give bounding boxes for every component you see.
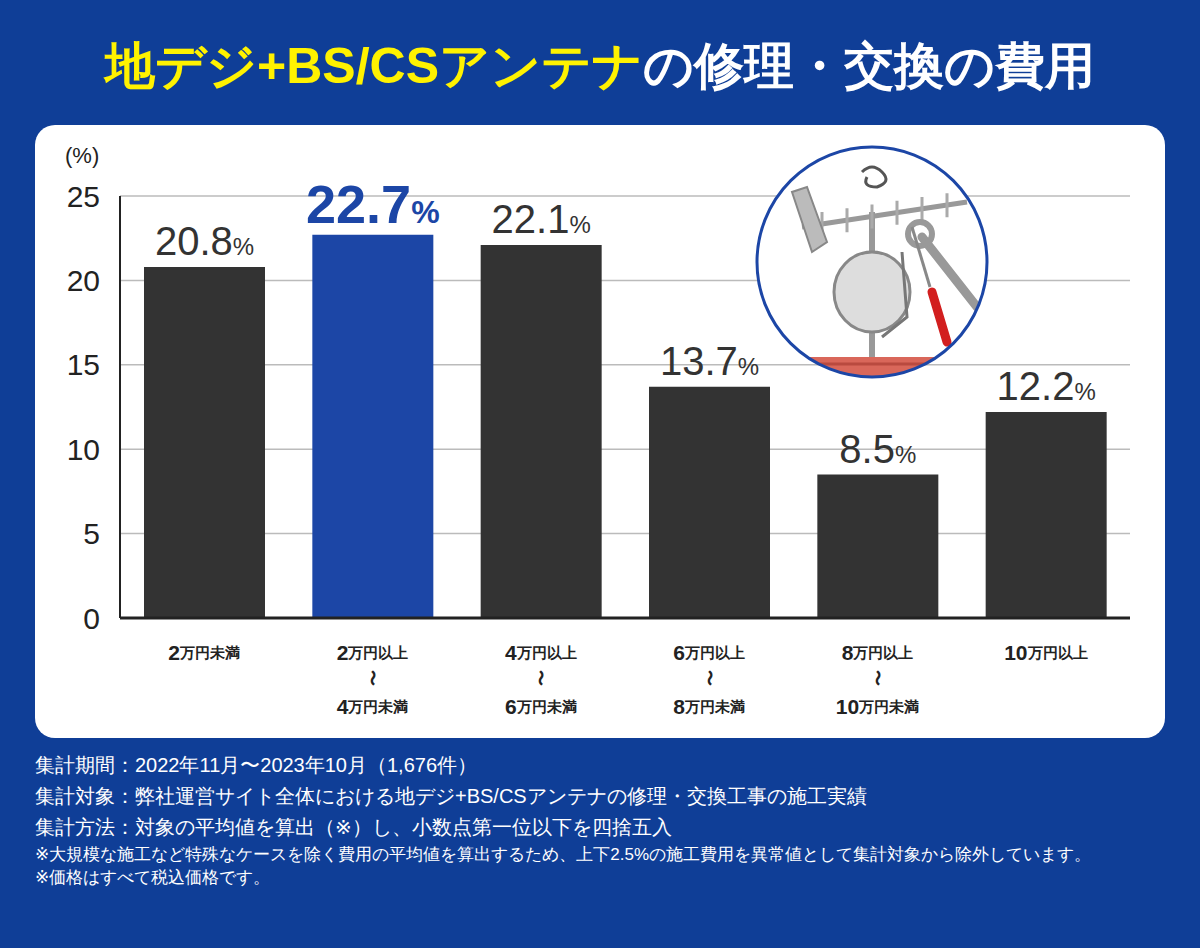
svg-text:22.1%: 22.1% xyxy=(492,197,591,241)
svg-text:25: 25 xyxy=(67,180,100,213)
svg-text:2万円以上: 2万円以上 xyxy=(337,641,409,664)
html-text:集計対象：弊社運営サイト全体における地デジ+BS/CSアンテ: 集計対象：弊社運営サイト全体における地デジ+BS/CSアンテナの修理・交換工事の… xyxy=(35,785,867,807)
svg-text:8万円以上: 8万円以上 xyxy=(842,641,914,664)
svg-text:15: 15 xyxy=(67,348,100,381)
svg-text:10: 10 xyxy=(67,433,100,466)
svg-text:2万円未満: 2万円未満 xyxy=(168,641,240,664)
svg-text:10万円未満: 10万円未満 xyxy=(836,695,919,718)
svg-text:0: 0 xyxy=(83,602,100,635)
html-text:地デジ+BS/CSアンテナの修理・交換の費用: 地デジ+BS/CSアンテナの修理・交換の費用 xyxy=(105,38,1095,94)
svg-text:〜: 〜 xyxy=(869,670,886,686)
svg-text:20: 20 xyxy=(67,264,100,297)
svg-text:8万円未満: 8万円未満 xyxy=(673,695,745,718)
svg-text:4万円以上: 4万円以上 xyxy=(505,641,577,664)
svg-text:〜: 〜 xyxy=(532,670,549,686)
svg-text:〜: 〜 xyxy=(364,670,381,686)
html-text:集計期間：2022年11月〜2023年10月（1,676件）: 集計期間：2022年11月〜2023年10月（1,676件） xyxy=(35,754,477,776)
svg-text:12.2%: 12.2% xyxy=(997,364,1096,408)
svg-text:4万円未満: 4万円未満 xyxy=(337,695,409,718)
svg-text:13.7%: 13.7% xyxy=(660,339,759,383)
html-text:※価格はすべて税込価格です。: ※価格はすべて税込価格です。 xyxy=(35,868,271,887)
svg-text:8.5%: 8.5% xyxy=(839,427,916,471)
svg-text:20.8%: 20.8% xyxy=(155,219,254,263)
svg-text:22.7%: 22.7% xyxy=(306,174,440,234)
svg-text:10万円以上: 10万円以上 xyxy=(1004,641,1087,664)
html-text:集計方法：対象の平均値を算出（※）し、小数点第一位以下を四捨: 集計方法：対象の平均値を算出（※）し、小数点第一位以下を四捨五入 xyxy=(35,816,672,838)
svg-text:5: 5 xyxy=(83,517,100,550)
svg-text:6万円未満: 6万円未満 xyxy=(505,695,577,718)
svg-text:6万円以上: 6万円以上 xyxy=(673,641,745,664)
html-text:※大規模な施工など特殊なケースを除く費用の平均値を算出するた: ※大規模な施工など特殊なケースを除く費用の平均値を算出するため、上下2.5%の施… xyxy=(35,845,1091,864)
svg-text:〜: 〜 xyxy=(701,670,718,686)
